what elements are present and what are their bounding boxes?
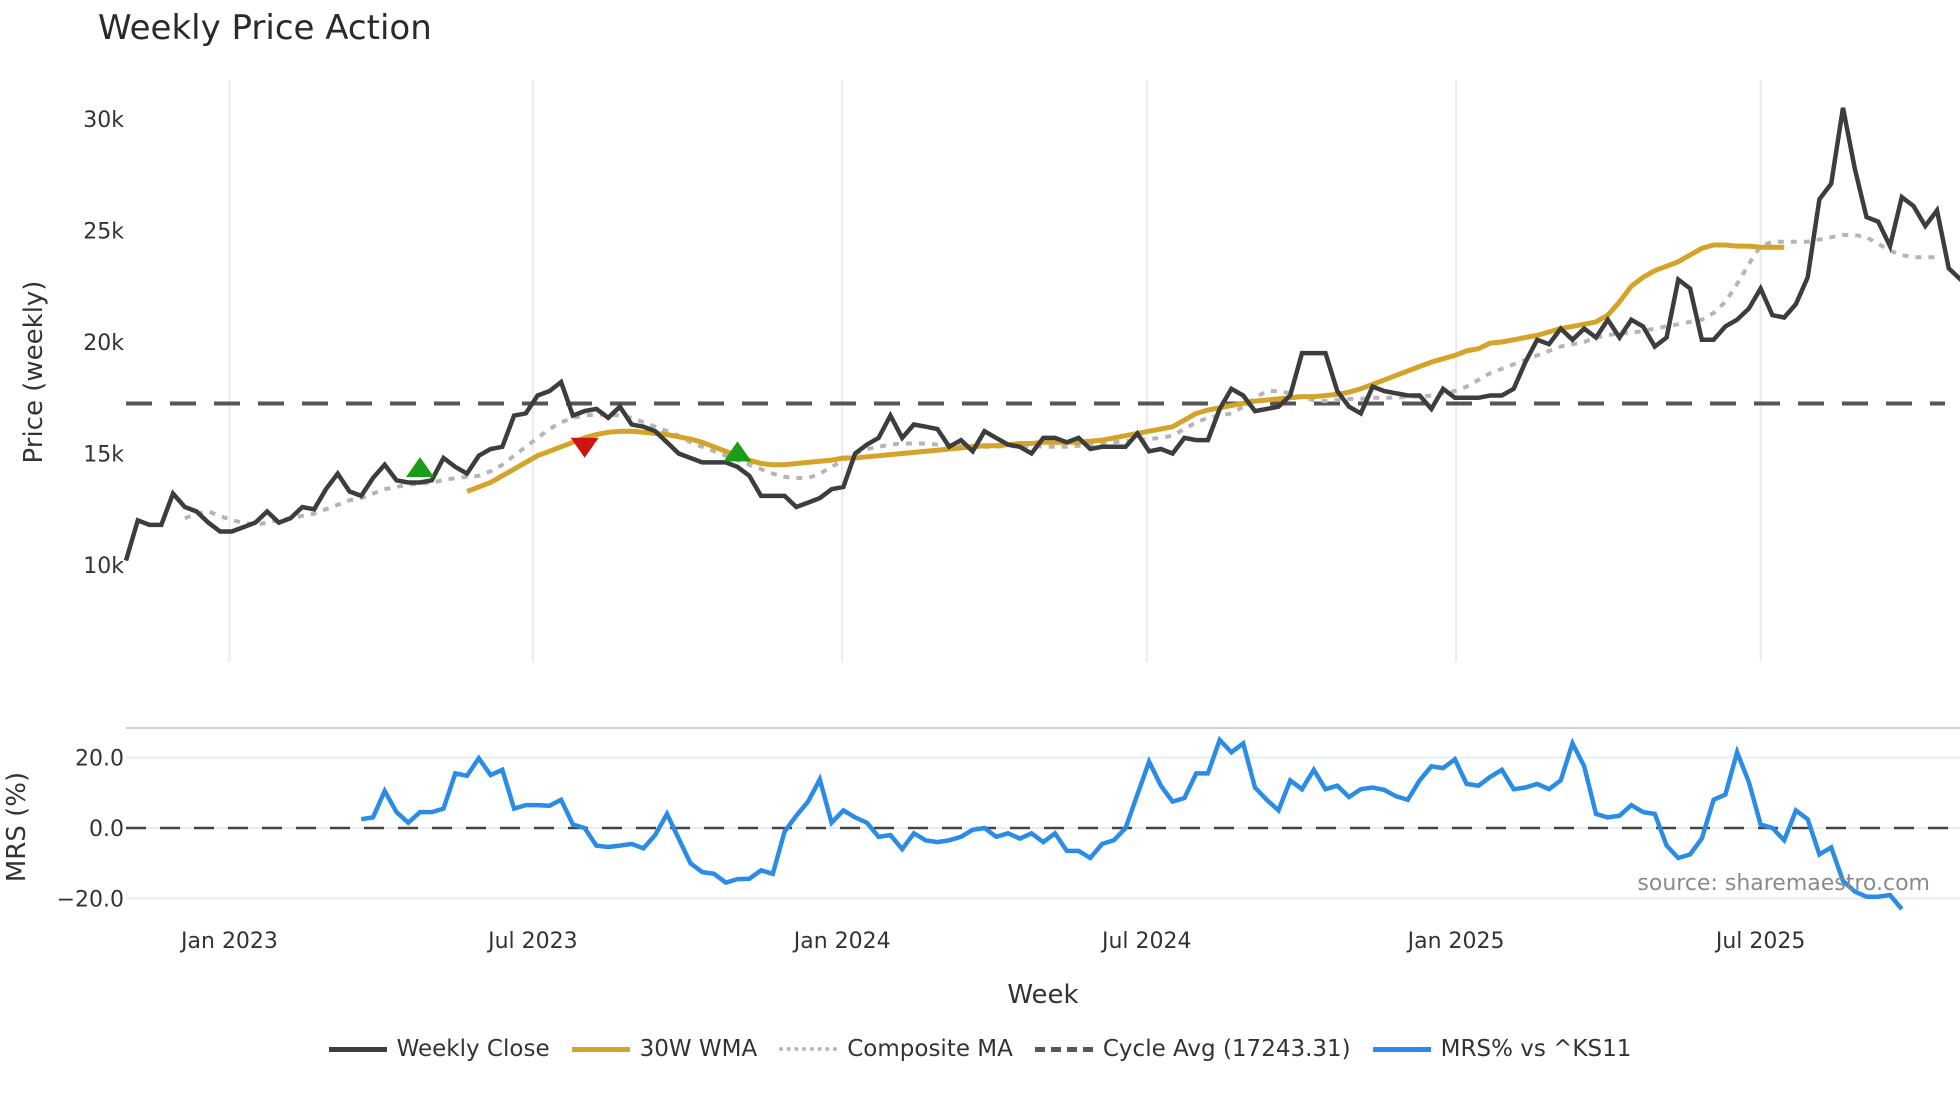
legend-swatch-icon [779,1047,838,1051]
buy-signal-triangle-icon [406,456,434,477]
sell-signal-triangle-icon [570,437,599,458]
mrs-line [360,735,1904,911]
legend-item[interactable]: 30W WMA [571,1036,758,1062]
mrs-series [360,735,1904,911]
legend-label: 30W WMA [639,1036,758,1062]
legend-label: Cycle Avg (17243.31) [1102,1036,1351,1062]
legend-label: Weekly Close [396,1036,550,1062]
x-tick-label: Jul 2024 [1100,929,1192,954]
buy-signal-triangle-icon [723,441,752,462]
x-axis-title: Week [1007,980,1078,1010]
legend-item[interactable]: Composite MA [779,1036,1013,1062]
legend: Weekly Close 30W WMA Composite MA Cycle Avg… [0,1036,1960,1062]
y-tick-label: 30k [83,108,124,133]
x-tick-label: Jan 2023 [179,929,278,954]
legend-label: MRS% vs ^KS11 [1440,1036,1632,1062]
y-tick-label: 10k [83,554,124,579]
y-tick-label: 20k [83,331,124,356]
price-axis-title: Price (weekly) [19,281,49,464]
mrs-tick-label: −20.0 [57,888,124,913]
legend-item[interactable]: Weekly Close [328,1036,550,1062]
x-tick-label: Jul 2023 [486,929,578,954]
legend-item[interactable]: MRS% vs ^KS11 [1372,1036,1632,1062]
mrs-axis-title: MRS (%) [2,772,32,882]
y-tick-label: 25k [83,220,124,245]
x-axis-ticks: Jan 2023 Jul 2023 Jan 2024 Jul 2024 Jan 2025… [179,929,1805,954]
x-tick-label: Jan 2025 [1406,929,1505,954]
legend-swatch-icon [1372,1046,1431,1052]
legend-item[interactable]: Cycle Avg (17243.31) [1034,1036,1351,1062]
mrs-tick-label: 0.0 [89,817,124,842]
gridlines [228,80,1762,662]
y-tick-label: 15k [83,443,124,468]
wma-line [466,242,1785,494]
signal-markers [406,437,752,477]
price-series [123,107,1960,562]
price-y-ticks: 10k 15k 20k 25k 30k [83,108,124,579]
legend-swatch-icon [1034,1046,1093,1052]
mrs-y-ticks: −20.0 0.0 20.0 [57,747,1960,913]
x-tick-label: Jul 2025 [1714,929,1806,954]
chart-title: Weekly Price Action [98,8,432,48]
legend-swatch-icon [571,1046,630,1052]
composite-ma-line [184,233,1937,527]
weekly-close-line [123,107,1960,562]
x-tick-label: Jan 2024 [792,929,891,954]
legend-label: Composite MA [847,1036,1013,1062]
source-watermark: source: sharemaestro.com [1637,871,1930,896]
legend-swatch-icon [328,1046,387,1052]
mrs-tick-label: 20.0 [75,747,124,772]
